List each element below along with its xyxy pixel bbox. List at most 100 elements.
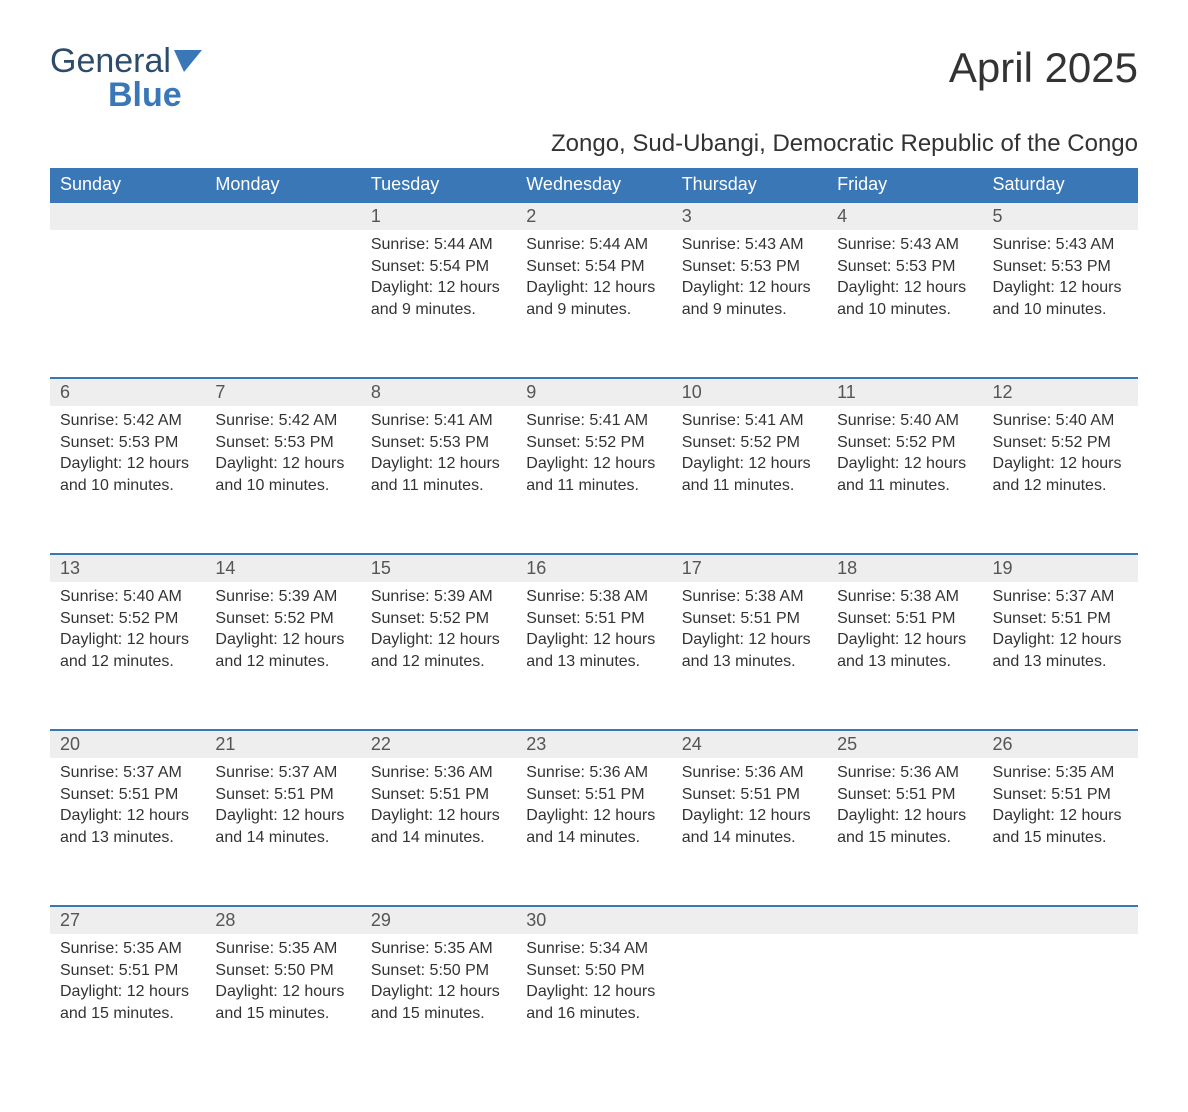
sunrise-text: Sunrise: 5:37 AM [993,586,1128,608]
day-number-cell: 28 [205,906,360,934]
calendar-page: General Blue April 2025 Zongo, Sud-Ubang… [0,0,1188,1112]
sunrise-text: Sunrise: 5:43 AM [993,234,1128,256]
day-content-cell: Sunrise: 5:36 AMSunset: 5:51 PMDaylight:… [827,758,982,906]
weekday-header: Friday [827,168,982,202]
sunset-text: Sunset: 5:51 PM [526,608,661,630]
day-number-cell: 26 [983,730,1138,758]
sunset-text: Sunset: 5:53 PM [215,432,350,454]
sunset-text: Sunset: 5:54 PM [371,256,506,278]
daylight-text: Daylight: 12 hours and 13 minutes. [60,805,195,848]
day-content-cell: Sunrise: 5:44 AMSunset: 5:54 PMDaylight:… [516,230,671,378]
day-content-cell: Sunrise: 5:44 AMSunset: 5:54 PMDaylight:… [361,230,516,378]
day-number-cell: 1 [361,202,516,230]
sunset-text: Sunset: 5:53 PM [837,256,972,278]
day-content-cell: Sunrise: 5:41 AMSunset: 5:52 PMDaylight:… [672,406,827,554]
sunrise-text: Sunrise: 5:37 AM [215,762,350,784]
day-content-cell: Sunrise: 5:35 AMSunset: 5:50 PMDaylight:… [361,934,516,1082]
weekday-header: Monday [205,168,360,202]
logo-text-block: General Blue [50,44,202,112]
day-content-cell: Sunrise: 5:42 AMSunset: 5:53 PMDaylight:… [50,406,205,554]
sunrise-text: Sunrise: 5:38 AM [682,586,817,608]
sunrise-text: Sunrise: 5:44 AM [371,234,506,256]
day-number-cell [205,202,360,230]
daylight-text: Daylight: 12 hours and 11 minutes. [682,453,817,496]
day-number-cell: 7 [205,378,360,406]
day-content-cell: Sunrise: 5:38 AMSunset: 5:51 PMDaylight:… [516,582,671,730]
day-number-cell: 29 [361,906,516,934]
daylight-text: Daylight: 12 hours and 14 minutes. [682,805,817,848]
daylight-text: Daylight: 12 hours and 10 minutes. [993,277,1128,320]
day-number-cell: 25 [827,730,982,758]
sunrise-text: Sunrise: 5:35 AM [215,938,350,960]
day-number-cell: 14 [205,554,360,582]
daylight-text: Daylight: 12 hours and 9 minutes. [371,277,506,320]
weekday-header: Sunday [50,168,205,202]
daylight-text: Daylight: 12 hours and 15 minutes. [60,981,195,1024]
header-row: General Blue April 2025 [50,44,1138,112]
day-number-cell: 20 [50,730,205,758]
sunset-text: Sunset: 5:51 PM [60,960,195,982]
sunrise-text: Sunrise: 5:40 AM [993,410,1128,432]
sunset-text: Sunset: 5:51 PM [215,784,350,806]
day-content-cell: Sunrise: 5:36 AMSunset: 5:51 PMDaylight:… [361,758,516,906]
day-content-row: Sunrise: 5:40 AMSunset: 5:52 PMDaylight:… [50,582,1138,730]
day-content-cell: Sunrise: 5:35 AMSunset: 5:51 PMDaylight:… [983,758,1138,906]
weekday-header: Wednesday [516,168,671,202]
day-number-cell [50,202,205,230]
sunset-text: Sunset: 5:53 PM [682,256,817,278]
daylight-text: Daylight: 12 hours and 15 minutes. [371,981,506,1024]
day-content-row: Sunrise: 5:37 AMSunset: 5:51 PMDaylight:… [50,758,1138,906]
sunrise-text: Sunrise: 5:38 AM [837,586,972,608]
sunrise-text: Sunrise: 5:43 AM [682,234,817,256]
daylight-text: Daylight: 12 hours and 14 minutes. [371,805,506,848]
day-content-cell: Sunrise: 5:34 AMSunset: 5:50 PMDaylight:… [516,934,671,1082]
sunset-text: Sunset: 5:50 PM [215,960,350,982]
day-number-cell: 12 [983,378,1138,406]
daylight-text: Daylight: 12 hours and 9 minutes. [526,277,661,320]
day-number-row: 12345 [50,202,1138,230]
sunset-text: Sunset: 5:51 PM [993,608,1128,630]
day-number-cell: 8 [361,378,516,406]
day-number-cell: 22 [361,730,516,758]
daylight-text: Daylight: 12 hours and 11 minutes. [371,453,506,496]
day-number-row: 20212223242526 [50,730,1138,758]
sunset-text: Sunset: 5:53 PM [60,432,195,454]
sunrise-text: Sunrise: 5:35 AM [371,938,506,960]
day-number-row: 13141516171819 [50,554,1138,582]
day-content-cell: Sunrise: 5:41 AMSunset: 5:52 PMDaylight:… [516,406,671,554]
day-number-cell: 30 [516,906,671,934]
sunset-text: Sunset: 5:51 PM [371,784,506,806]
sunrise-text: Sunrise: 5:36 AM [526,762,661,784]
day-content-cell: Sunrise: 5:43 AMSunset: 5:53 PMDaylight:… [672,230,827,378]
day-content-cell: Sunrise: 5:39 AMSunset: 5:52 PMDaylight:… [361,582,516,730]
sunset-text: Sunset: 5:50 PM [526,960,661,982]
sunset-text: Sunset: 5:53 PM [371,432,506,454]
logo-flag-icon [174,50,202,77]
page-title: April 2025 [949,44,1138,92]
day-number-cell: 17 [672,554,827,582]
sunrise-text: Sunrise: 5:37 AM [60,762,195,784]
day-number-row: 6789101112 [50,378,1138,406]
day-number-cell: 13 [50,554,205,582]
daylight-text: Daylight: 12 hours and 10 minutes. [837,277,972,320]
daylight-text: Daylight: 12 hours and 12 minutes. [371,629,506,672]
logo: General Blue [50,44,202,112]
sunset-text: Sunset: 5:52 PM [682,432,817,454]
day-content-cell: Sunrise: 5:43 AMSunset: 5:53 PMDaylight:… [983,230,1138,378]
weekday-header: Saturday [983,168,1138,202]
day-content-row: Sunrise: 5:35 AMSunset: 5:51 PMDaylight:… [50,934,1138,1082]
daylight-text: Daylight: 12 hours and 11 minutes. [837,453,972,496]
day-content-cell: Sunrise: 5:35 AMSunset: 5:51 PMDaylight:… [50,934,205,1082]
daylight-text: Daylight: 12 hours and 14 minutes. [215,805,350,848]
day-number-cell: 9 [516,378,671,406]
day-content-cell [205,230,360,378]
sunrise-text: Sunrise: 5:44 AM [526,234,661,256]
day-number-cell: 4 [827,202,982,230]
day-content-cell: Sunrise: 5:37 AMSunset: 5:51 PMDaylight:… [50,758,205,906]
sunset-text: Sunset: 5:52 PM [371,608,506,630]
sunrise-text: Sunrise: 5:36 AM [682,762,817,784]
sunset-text: Sunset: 5:50 PM [371,960,506,982]
day-number-cell: 24 [672,730,827,758]
daylight-text: Daylight: 12 hours and 12 minutes. [993,453,1128,496]
day-number-cell: 18 [827,554,982,582]
